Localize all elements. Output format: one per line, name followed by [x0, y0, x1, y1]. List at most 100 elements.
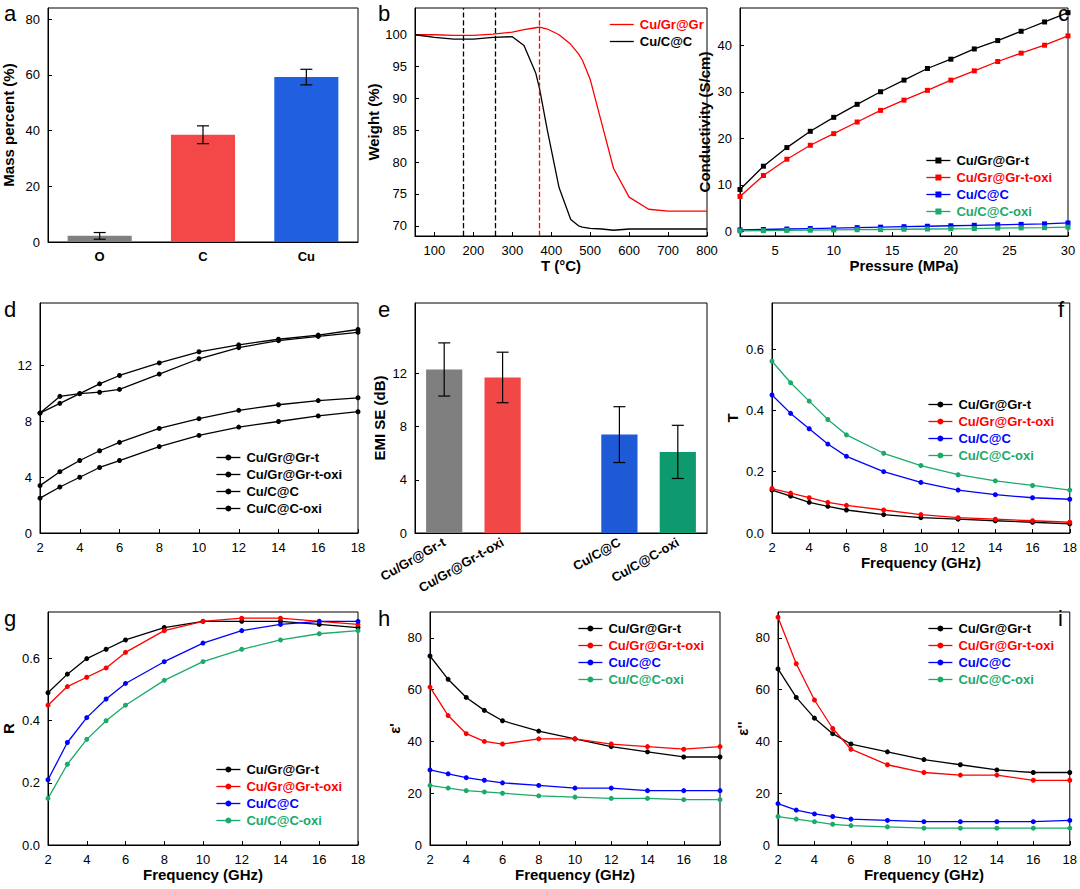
svg-text:Cu/C@C: Cu/C@C [640, 34, 693, 49]
svg-text:Cu/C@C-oxi: Cu/C@C-oxi [246, 501, 322, 516]
svg-text:h: h [378, 606, 390, 631]
svg-text:Cu/C@C: Cu/C@C [956, 187, 1009, 202]
svg-text:12: 12 [18, 358, 32, 373]
svg-text:20: 20 [756, 786, 770, 801]
svg-text:300: 300 [501, 243, 523, 258]
svg-text:Cu/C@C-oxi: Cu/C@C-oxi [608, 672, 684, 687]
svg-text:Cu/C@C-oxi: Cu/C@C-oxi [956, 204, 1032, 219]
svg-text:Cu: Cu [298, 249, 315, 264]
svg-text:2: 2 [768, 540, 775, 555]
svg-text:20: 20 [408, 786, 422, 801]
svg-text:85: 85 [393, 123, 407, 138]
svg-text:600: 600 [618, 243, 640, 258]
svg-text:Cu/C@C: Cu/C@C [246, 796, 299, 811]
svg-text:20: 20 [944, 243, 958, 258]
svg-text:700: 700 [657, 243, 679, 258]
svg-text:80: 80 [393, 155, 407, 170]
svg-text:6: 6 [116, 540, 123, 555]
svg-text:6: 6 [122, 852, 129, 867]
svg-text:40: 40 [408, 734, 422, 749]
svg-text:Cu/C@C-oxi: Cu/C@C-oxi [609, 535, 682, 586]
svg-text:2: 2 [44, 852, 51, 867]
svg-text:8: 8 [156, 540, 163, 555]
svg-text:0: 0 [763, 838, 770, 853]
svg-text:ε'': ε'' [734, 721, 751, 735]
svg-text:0.0: 0.0 [746, 526, 764, 541]
svg-text:20: 20 [26, 179, 40, 194]
svg-text:18: 18 [351, 852, 365, 867]
svg-text:14: 14 [988, 540, 1002, 555]
svg-text:90: 90 [393, 91, 407, 106]
svg-text:10: 10 [192, 540, 206, 555]
svg-text:14: 14 [990, 852, 1004, 867]
svg-text:6: 6 [499, 852, 506, 867]
svg-text:10: 10 [718, 177, 732, 192]
svg-text:60: 60 [26, 67, 40, 82]
svg-text:Frequency (GHz): Frequency (GHz) [143, 866, 263, 883]
svg-text:800: 800 [696, 243, 718, 258]
svg-text:0.2: 0.2 [746, 464, 764, 479]
svg-text:Conductivity (S/cm): Conductivity (S/cm) [696, 52, 713, 193]
svg-text:10: 10 [196, 852, 210, 867]
svg-text:20: 20 [718, 131, 732, 146]
svg-text:14: 14 [640, 852, 654, 867]
svg-text:0.4: 0.4 [22, 713, 40, 728]
svg-text:10: 10 [917, 852, 931, 867]
svg-text:0: 0 [725, 224, 732, 239]
svg-text:6: 6 [847, 852, 854, 867]
svg-text:18: 18 [713, 852, 727, 867]
svg-text:16: 16 [677, 852, 691, 867]
svg-text:4: 4 [463, 852, 470, 867]
svg-text:0.0: 0.0 [22, 838, 40, 853]
svg-text:Frequency (GHz): Frequency (GHz) [515, 866, 635, 883]
svg-text:4: 4 [76, 540, 83, 555]
svg-text:e: e [378, 297, 390, 322]
svg-text:80: 80 [26, 12, 40, 27]
svg-text:16: 16 [1026, 852, 1040, 867]
svg-text:2: 2 [774, 852, 781, 867]
svg-text:Cu/Gr@Gr-t-oxi: Cu/Gr@Gr-t-oxi [956, 170, 1052, 185]
svg-text:0.2: 0.2 [22, 775, 40, 790]
svg-text:Cu/Gr@Gr-t: Cu/Gr@Gr-t [246, 450, 319, 465]
svg-text:0: 0 [400, 526, 407, 541]
svg-text:Cu/Gr@Gr: Cu/Gr@Gr [640, 17, 704, 32]
svg-text:Cu/C@C: Cu/C@C [958, 431, 1011, 446]
svg-text:40: 40 [756, 734, 770, 749]
svg-text:18: 18 [1063, 852, 1077, 867]
svg-text:Cu/C@C-oxi: Cu/C@C-oxi [958, 448, 1034, 463]
svg-text:EMI SE (dB): EMI SE (dB) [371, 375, 388, 460]
svg-text:Cu/Gr@Gr-t-oxi: Cu/Gr@Gr-t-oxi [246, 467, 342, 482]
svg-text:0.6: 0.6 [746, 342, 764, 357]
svg-text:Cu/Gr@Gr-t: Cu/Gr@Gr-t [956, 153, 1029, 168]
svg-text:80: 80 [408, 630, 422, 645]
svg-text:Cu/Gr@Gr-t-oxi: Cu/Gr@Gr-t-oxi [958, 414, 1054, 429]
svg-text:40: 40 [718, 38, 732, 53]
svg-text:30: 30 [718, 84, 732, 99]
svg-text:95: 95 [393, 59, 407, 74]
svg-text:40: 40 [26, 123, 40, 138]
svg-text:16: 16 [312, 852, 326, 867]
svg-text:18: 18 [1063, 540, 1077, 555]
svg-text:a: a [4, 1, 17, 26]
svg-text:4: 4 [400, 472, 407, 487]
svg-text:Cu/Gr@Gr-t: Cu/Gr@Gr-t [958, 397, 1031, 412]
svg-text:2: 2 [426, 852, 433, 867]
svg-text:T: T [724, 413, 741, 422]
svg-text:f: f [1058, 297, 1065, 322]
svg-text:400: 400 [540, 243, 562, 258]
svg-text:Cu/Gr@Gr-t-oxi: Cu/Gr@Gr-t-oxi [416, 535, 506, 596]
svg-text:C: C [198, 249, 208, 264]
svg-text:5: 5 [772, 243, 779, 258]
svg-text:Weight (%): Weight (%) [365, 83, 382, 160]
svg-text:g: g [4, 606, 16, 631]
svg-text:Cu/C@C-oxi: Cu/C@C-oxi [958, 672, 1034, 687]
svg-text:4: 4 [811, 852, 818, 867]
svg-text:Cu/C@C: Cu/C@C [958, 655, 1011, 670]
svg-text:10: 10 [568, 852, 582, 867]
svg-text:80: 80 [756, 630, 770, 645]
svg-text:2: 2 [36, 540, 43, 555]
svg-text:12: 12 [232, 540, 246, 555]
svg-text:Cu/Gr@Gr-t: Cu/Gr@Gr-t [246, 762, 319, 777]
svg-text:12: 12 [951, 540, 965, 555]
svg-text:Frequency (GHz): Frequency (GHz) [864, 866, 984, 883]
